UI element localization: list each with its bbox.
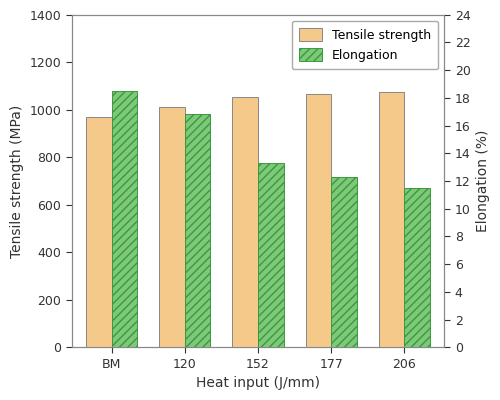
X-axis label: Heat input (J/mm): Heat input (J/mm) (196, 376, 320, 390)
Y-axis label: Elongation (%): Elongation (%) (476, 130, 490, 232)
Legend: Tensile strength, Elongation: Tensile strength, Elongation (292, 21, 438, 70)
Bar (331, 177, 356, 347)
Bar (185, 114, 210, 347)
Y-axis label: Tensile strength (MPa): Tensile strength (MPa) (10, 104, 24, 258)
Bar (404, 188, 430, 347)
Bar (86, 117, 112, 347)
Bar (160, 107, 185, 347)
Bar (232, 97, 258, 347)
Bar (258, 163, 283, 347)
Bar (378, 92, 404, 347)
Bar (112, 91, 138, 347)
Bar (306, 94, 331, 347)
